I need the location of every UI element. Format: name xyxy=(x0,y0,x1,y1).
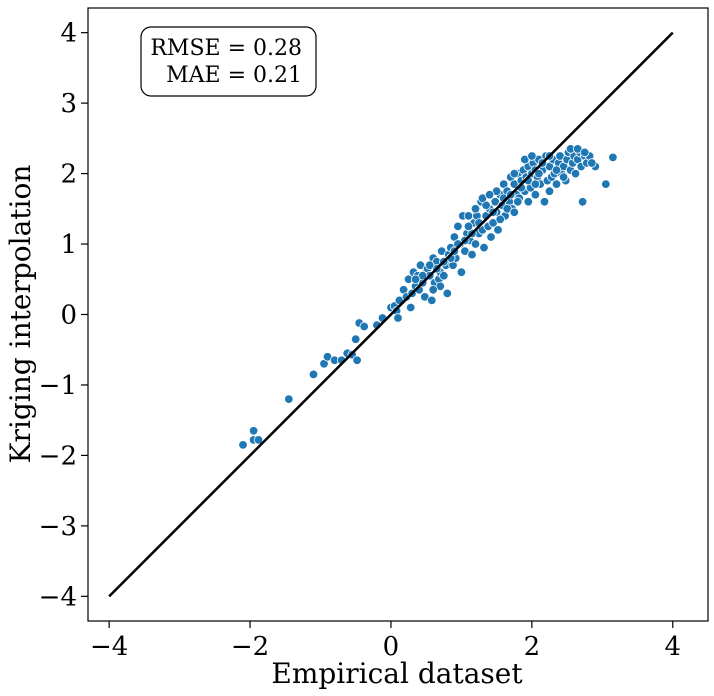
data-point xyxy=(442,288,453,299)
data-point xyxy=(393,313,403,323)
y-tick-label: 4 xyxy=(60,19,77,49)
data-point xyxy=(410,274,421,285)
data-point xyxy=(587,158,597,168)
data-point xyxy=(486,232,496,242)
data-point xyxy=(509,207,520,218)
data-point xyxy=(479,242,489,253)
data-point xyxy=(467,249,477,260)
data-point xyxy=(513,197,523,207)
data-point xyxy=(238,440,248,450)
data-point xyxy=(523,197,534,207)
data-point xyxy=(456,267,467,277)
y-tick-label: 3 xyxy=(60,89,77,119)
data-point xyxy=(601,179,611,189)
data-point xyxy=(558,172,569,182)
y-axis-ticks: −4 −3 −2 −1 0 1 2 3 4 xyxy=(39,19,88,612)
data-point xyxy=(248,426,259,436)
y-tick-label: −1 xyxy=(39,371,77,401)
metrics-box: RMSE = 0.28 MAE = 0.21 xyxy=(140,26,317,97)
x-tick-label: −4 xyxy=(90,632,128,662)
data-point xyxy=(463,221,474,232)
data-point xyxy=(527,151,537,161)
x-axis-ticks: −4 −2 0 2 4 xyxy=(90,621,681,662)
data-point xyxy=(470,204,481,214)
data-point xyxy=(551,165,562,175)
x-tick-label: −2 xyxy=(231,632,269,662)
y-tick-label: 1 xyxy=(60,230,77,260)
y-axis-label: Kriging interpolation xyxy=(4,165,37,464)
data-point xyxy=(427,295,437,306)
data-point xyxy=(539,197,550,207)
data-point xyxy=(608,152,618,163)
x-tick-label: 2 xyxy=(524,632,541,662)
data-point xyxy=(359,321,369,332)
data-point xyxy=(439,271,449,281)
identity-line xyxy=(108,31,674,598)
data-point xyxy=(530,189,541,200)
y-tick-label: 0 xyxy=(60,301,77,331)
y-tick-label: −2 xyxy=(39,441,77,471)
data-point xyxy=(352,355,362,366)
data-point xyxy=(351,334,361,344)
y-tick-label: −4 xyxy=(39,582,77,612)
data-point xyxy=(580,147,590,158)
data-points xyxy=(238,144,618,450)
data-point xyxy=(284,394,294,404)
data-point xyxy=(530,179,541,189)
data-point xyxy=(425,260,435,270)
data-point xyxy=(551,179,562,189)
x-axis-label: Empirical dataset xyxy=(271,657,523,690)
data-point xyxy=(428,285,438,295)
x-tick-label: 0 xyxy=(383,632,400,662)
data-point xyxy=(453,221,463,232)
data-point xyxy=(253,435,264,445)
data-point xyxy=(544,186,555,196)
data-point xyxy=(534,168,544,179)
data-point xyxy=(495,214,505,225)
metrics-box-border xyxy=(140,26,317,97)
data-point xyxy=(308,369,319,380)
data-point xyxy=(509,168,520,179)
y-tick-label: 2 xyxy=(60,160,77,190)
data-point xyxy=(470,239,481,249)
x-tick-label: 4 xyxy=(664,632,681,662)
data-point xyxy=(484,189,495,200)
data-point xyxy=(493,225,503,235)
y-tick-label: −3 xyxy=(39,512,77,542)
data-point xyxy=(577,197,588,207)
data-point xyxy=(570,168,581,179)
mae-text: MAE = 0.21 xyxy=(166,63,302,88)
rmse-text: RMSE = 0.28 xyxy=(150,36,302,61)
data-point xyxy=(406,302,416,313)
data-point xyxy=(463,211,474,221)
